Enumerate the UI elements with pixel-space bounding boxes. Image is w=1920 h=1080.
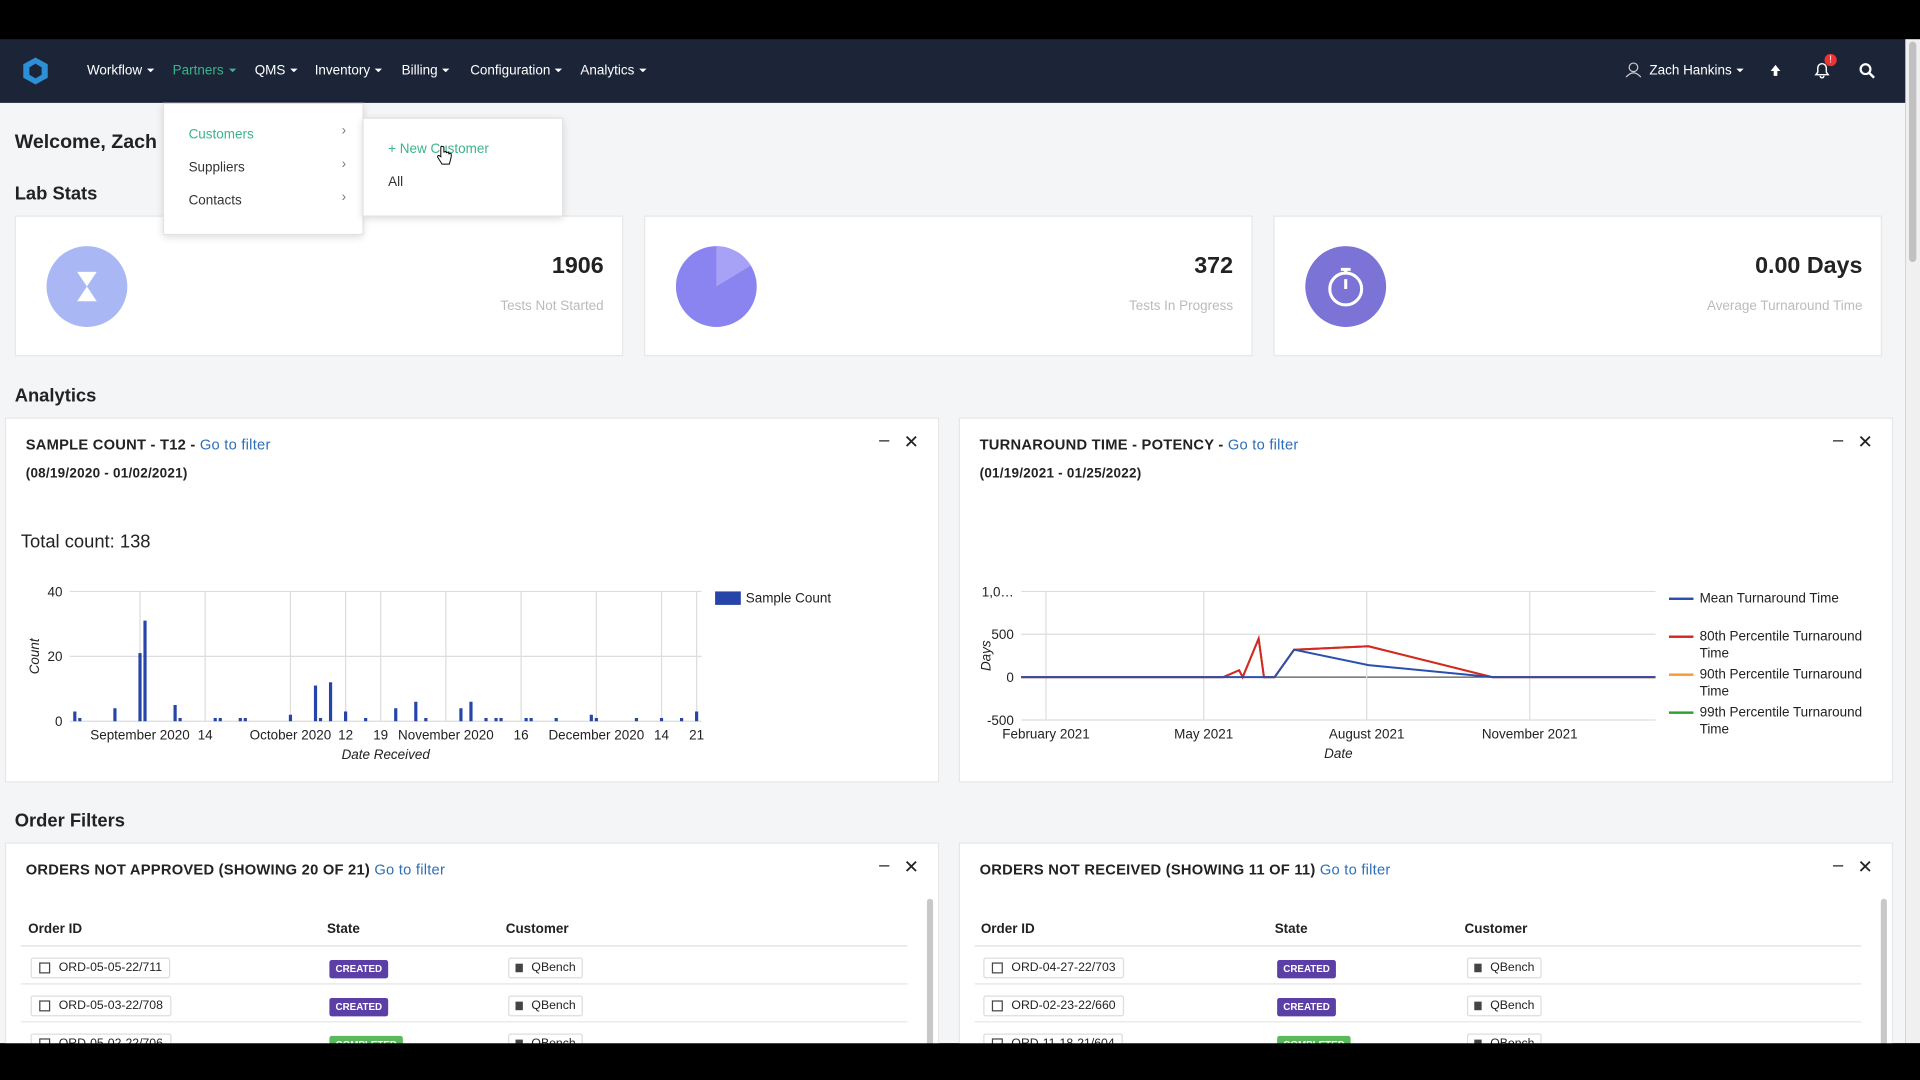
bar <box>319 718 322 721</box>
dropdown-menu: Customers › Suppliers › Contacts › <box>163 103 364 235</box>
x-tick-label: November 2020 <box>398 728 494 743</box>
submenu: + New CustomerAll <box>362 118 563 217</box>
x-axis-title: Date Received <box>342 747 431 762</box>
legend-swatch <box>1669 711 1693 713</box>
bar <box>635 718 638 721</box>
legend-swatch <box>1669 673 1693 675</box>
x-tick-label: September 2020 <box>90 728 189 743</box>
bar <box>143 621 146 722</box>
bar <box>138 653 141 721</box>
submenu-item[interactable]: All <box>388 175 403 190</box>
legend-label: Mean Turnaround Time <box>1700 590 1884 607</box>
bar <box>499 718 502 721</box>
x-tick-label: October 2020 <box>250 728 332 743</box>
bar <box>244 718 247 721</box>
bar <box>555 718 558 721</box>
x-tick-label: 16 <box>514 728 529 743</box>
bar <box>590 715 593 721</box>
bar <box>414 702 417 721</box>
x-tick-label: November 2021 <box>1482 726 1578 741</box>
bar <box>530 718 533 721</box>
bar <box>364 718 367 721</box>
menu-item[interactable]: Contacts <box>189 193 242 208</box>
legend-swatch <box>1669 598 1693 600</box>
bar <box>469 702 472 721</box>
bar <box>525 718 528 721</box>
bar <box>179 718 182 721</box>
bar <box>344 711 347 721</box>
x-axis-title: Date <box>1324 746 1352 761</box>
legend-swatch <box>1669 636 1693 638</box>
bar <box>680 718 683 721</box>
chevron: › <box>342 124 346 139</box>
x-tick-label: 14 <box>198 728 213 743</box>
bar <box>695 711 698 721</box>
plot-area <box>1021 591 1655 720</box>
bar <box>595 718 598 721</box>
x-tick-label: December 2020 <box>548 728 644 743</box>
bar <box>660 718 663 721</box>
x-tick-label: 12 <box>338 728 353 743</box>
x-tick-label: May 2021 <box>1174 726 1233 741</box>
bar <box>394 708 397 721</box>
x-tick-label: 14 <box>654 728 669 743</box>
menu-item[interactable]: Suppliers <box>189 160 245 175</box>
y-tick-label: 500 <box>991 627 1013 642</box>
bar <box>329 682 332 721</box>
y-tick-label: 0 <box>1006 670 1013 685</box>
menu-item[interactable]: Customers <box>189 127 254 142</box>
bar <box>459 708 462 721</box>
bar <box>113 708 116 721</box>
y-tick-label: 0 <box>55 714 62 729</box>
chevron: › <box>342 157 346 172</box>
cursor <box>436 146 453 166</box>
bar <box>219 718 222 721</box>
bar <box>484 718 487 721</box>
bar <box>73 711 76 721</box>
x-tick-label: February 2021 <box>1002 726 1090 741</box>
x-tick-label: 19 <box>373 728 388 743</box>
bar <box>214 718 217 721</box>
legend-swatch <box>715 591 741 604</box>
bar <box>78 718 81 721</box>
y-tick-label: 40 <box>47 584 62 599</box>
legend-label: 80th Percentile Turnaround Time <box>1700 628 1884 662</box>
x-tick-label: 21 <box>689 728 704 743</box>
bar <box>289 715 292 721</box>
bar <box>424 718 427 721</box>
y-axis-title: Count <box>27 637 42 674</box>
legend-label: 99th Percentile Turnaround Time <box>1700 704 1884 738</box>
bar <box>314 686 317 722</box>
bottom-bar <box>0 1043 1920 1080</box>
chevron: › <box>342 190 346 205</box>
legend-label: Sample Count <box>746 590 930 607</box>
x-tick-label: August 2021 <box>1329 726 1405 741</box>
y-axis-title: Days <box>979 640 994 671</box>
y-tick-label: 1,0… <box>982 584 1014 599</box>
bar <box>494 718 497 721</box>
legend-label: 90th Percentile Turnaround Time <box>1700 666 1884 700</box>
y-tick-label: 20 <box>47 649 62 664</box>
bar <box>174 705 177 721</box>
bar <box>239 718 242 721</box>
